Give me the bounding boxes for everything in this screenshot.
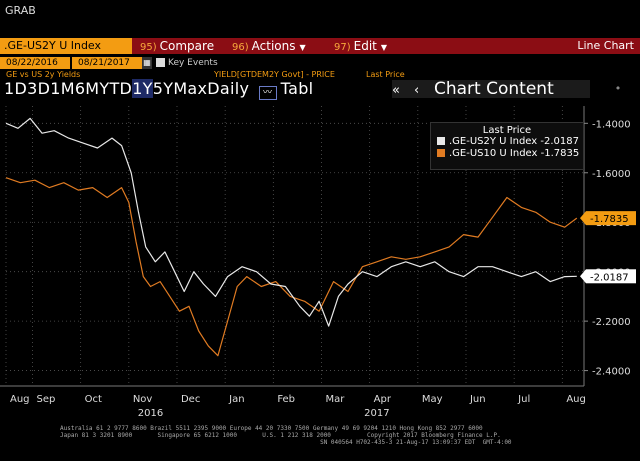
x-tick-label: Oct xyxy=(85,394,102,405)
left-arrow-icon[interactable]: ‹ xyxy=(414,83,420,98)
legend-swatch xyxy=(437,137,445,145)
series-descriptor: YIELD[GTDEM2Y Govt] - PRICE xyxy=(214,70,335,79)
last-price-pointer xyxy=(580,269,586,284)
actions-label: Actions xyxy=(251,39,296,53)
edit-number: 97) xyxy=(334,42,351,53)
line-chart: -1.4000-1.6000-1.8000-2.0000-2.2000-2.40… xyxy=(0,106,636,418)
x-tick-label: Jun xyxy=(469,394,486,405)
last-price-label: -2.0187 xyxy=(590,272,629,283)
chevron-down-icon: ▼ xyxy=(299,43,306,52)
chevron-down-icon: ▼ xyxy=(380,43,388,52)
period-button-1y[interactable]: 1Y xyxy=(132,79,153,98)
legend-item-us2y: .GE-US2Y U Index -2.0187 xyxy=(431,136,583,148)
footer-line: SN 040564 H702-435-3 21-Aug-17 13:09:37 … xyxy=(60,439,512,446)
chart-legend: Last Price .GE-US2Y U Index -2.0187 .GE-… xyxy=(430,122,584,170)
period-button-6m[interactable]: 6M xyxy=(74,79,100,98)
y-tick-label: -2.4000 xyxy=(592,367,631,378)
double-left-arrow-icon[interactable]: « xyxy=(392,83,400,98)
last-price-pointer xyxy=(580,211,586,226)
footer-text: Australia 61 2 9777 8600 Brazil 5511 239… xyxy=(60,425,620,446)
edit-label: Edit xyxy=(353,39,377,53)
key-events-checkbox[interactable] xyxy=(156,58,165,67)
legend-swatch xyxy=(437,149,445,157)
y-tick-label: -1.4000 xyxy=(592,119,631,130)
x-tick-label: Apr xyxy=(374,394,392,405)
footer-line: Japan 81 3 3201 8900 Singapore 65 6212 1… xyxy=(60,432,501,439)
compare-label: Compare xyxy=(159,39,215,53)
period-button-max[interactable]: Max xyxy=(173,79,208,98)
period-button-1d[interactable]: 1D xyxy=(4,79,28,98)
period-button-3d[interactable]: 3D xyxy=(27,79,51,98)
key-events-label: Key Events xyxy=(168,58,218,68)
year-label: 2017 xyxy=(364,408,389,418)
legend-series-value: -2.0187 xyxy=(540,136,579,147)
last-price-header: Last Price xyxy=(366,70,405,79)
view-type-label[interactable]: Line Chart xyxy=(577,39,634,52)
legend-item-us10: .GE-US10 U Index -1.7835 xyxy=(431,148,583,160)
x-tick-label: Mar xyxy=(325,394,345,405)
year-label: 2016 xyxy=(138,408,163,418)
x-tick-label: Nov xyxy=(133,394,153,405)
series-line-us2y xyxy=(5,117,577,327)
x-tick-label: Aug xyxy=(566,394,586,405)
x-tick-label: Sep xyxy=(36,394,55,405)
x-tick-label: Jul xyxy=(517,394,530,405)
x-tick-label: Jan xyxy=(228,394,244,405)
x-tick-label: May xyxy=(422,394,443,405)
compare-number: 95) xyxy=(140,42,157,53)
calendar-icon[interactable]: ▦ xyxy=(142,57,152,69)
edit-button[interactable]: 97) Edit ▼ xyxy=(334,38,387,54)
chart-content-label: Chart Content xyxy=(434,79,554,99)
legend-title: Last Price xyxy=(482,125,532,136)
legend-series-name: .GE-US10 U Index xyxy=(449,148,538,159)
last-price-label: -1.7835 xyxy=(590,214,629,225)
last-price-tag-us2y xyxy=(586,269,636,284)
period-button-5y[interactable]: 5Y xyxy=(152,79,174,98)
series-line-us10 xyxy=(5,177,578,357)
period-selector: 1D3D1M6MYTD1Y5YMaxDaily 〰 Tabl xyxy=(4,79,314,100)
x-tick-label: Dec xyxy=(181,394,200,405)
legend-series-value: -1.7835 xyxy=(540,148,580,159)
end-date-field[interactable]: 08/21/2017 xyxy=(72,57,142,69)
y-tick-label: -1.6000 xyxy=(592,169,631,180)
compare-button[interactable]: 95) Compare xyxy=(140,38,214,54)
chart-subtitle: GE vs US 2y Yields xyxy=(6,70,81,79)
function-bar xyxy=(0,38,640,54)
period-button-ytd[interactable]: YTD xyxy=(99,79,133,98)
period-button-1m[interactable]: 1M xyxy=(50,79,75,98)
chart-content-panel: « ‹ Chart Content xyxy=(392,80,590,98)
dot-icon: • xyxy=(600,80,636,98)
footer-line: Australia 61 2 9777 8600 Brazil 5511 239… xyxy=(60,425,483,432)
x-tick-label: Aug xyxy=(10,394,30,405)
actions-number: 96) xyxy=(232,42,249,53)
last-price-tag-us10 xyxy=(586,211,636,226)
x-tick-label: Feb xyxy=(277,394,295,405)
frequency-label[interactable]: Daily xyxy=(207,79,250,98)
legend-series-name: .GE-US2Y U Index xyxy=(449,136,538,147)
actions-button[interactable]: 96) Actions ▼ xyxy=(232,38,306,54)
line-chart-icon[interactable]: 〰 xyxy=(258,86,277,100)
date-dash: - xyxy=(64,58,68,68)
ticker-field[interactable]: .GE-US2Y U Index xyxy=(0,38,132,54)
app-title: GRAB xyxy=(5,4,36,17)
y-tick-label: -2.2000 xyxy=(592,317,631,328)
table-label[interactable]: Tabl xyxy=(280,79,314,98)
start-date-field[interactable]: 08/22/2016 xyxy=(0,57,70,69)
